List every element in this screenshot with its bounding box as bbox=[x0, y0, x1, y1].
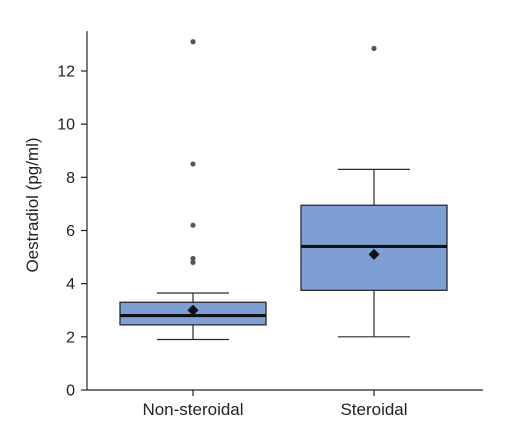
y-tick-label: 8 bbox=[66, 170, 75, 187]
box-steroidal bbox=[300, 45, 448, 338]
outlier-point bbox=[190, 39, 196, 45]
y-tick-label: 0 bbox=[66, 383, 75, 400]
mean-marker bbox=[187, 304, 199, 316]
y-axis-title: Oestradiol (pg/ml) bbox=[23, 137, 42, 272]
outlier-point bbox=[190, 255, 196, 262]
outlier-point bbox=[190, 161, 196, 167]
boxes bbox=[119, 39, 448, 341]
outlier-point bbox=[190, 222, 196, 228]
y-tick-label: 4 bbox=[66, 276, 75, 293]
x-tick-label: Non-steroidal bbox=[142, 400, 243, 419]
y-tick-label: 10 bbox=[57, 117, 75, 134]
x-axis: Non-steroidal Steroidal bbox=[87, 389, 483, 419]
y-axis: 0 2 4 6 8 10 12 bbox=[57, 31, 88, 400]
y-tick-label: 12 bbox=[57, 64, 75, 81]
y-tick-label: 2 bbox=[66, 329, 75, 346]
box-non-steroidal bbox=[119, 39, 267, 341]
outlier-point bbox=[190, 259, 196, 265]
outlier-point bbox=[371, 45, 377, 52]
mean-marker bbox=[368, 248, 380, 260]
x-tick-label: Steroidal bbox=[340, 400, 407, 419]
y-tick-label: 6 bbox=[66, 223, 75, 240]
